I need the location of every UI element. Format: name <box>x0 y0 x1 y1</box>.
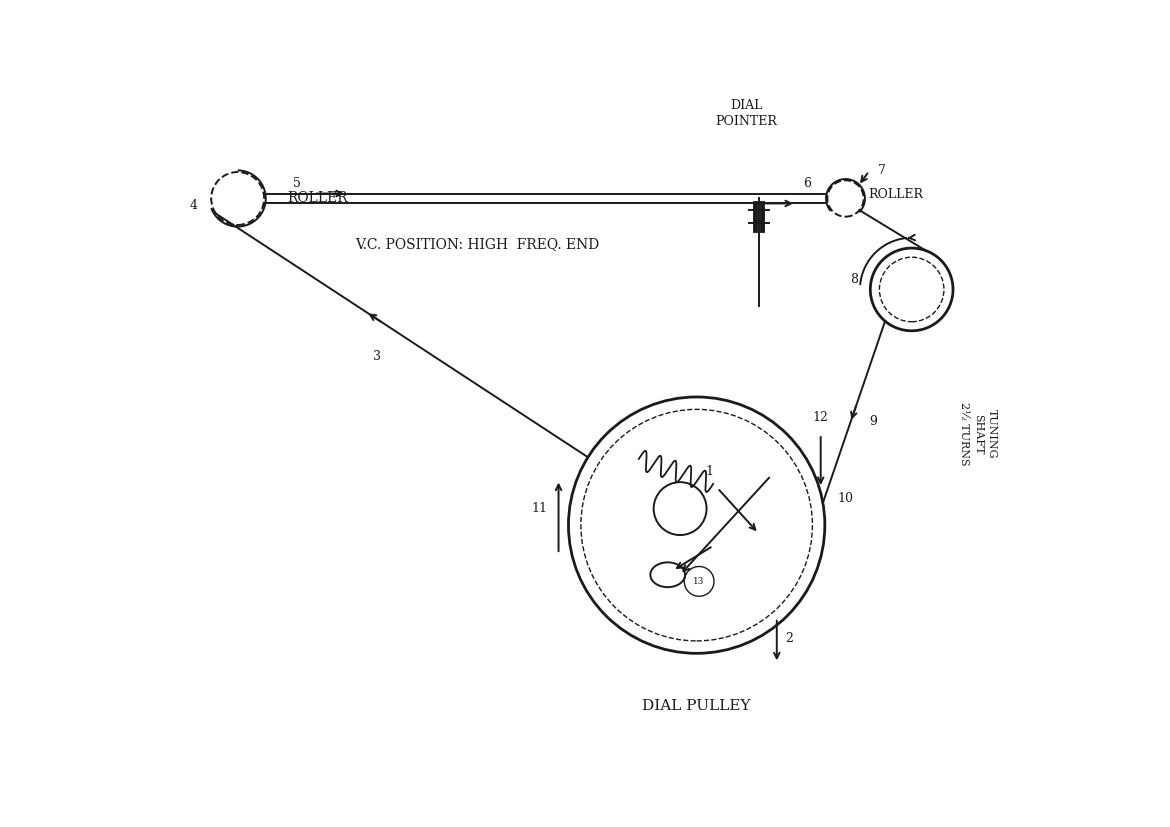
Text: 5: 5 <box>294 177 301 190</box>
Text: 9: 9 <box>869 414 878 428</box>
Text: 3: 3 <box>373 350 381 362</box>
Text: 7: 7 <box>878 164 886 177</box>
Text: 6: 6 <box>803 177 811 190</box>
Text: DIAL PULLEY: DIAL PULLEY <box>642 699 751 713</box>
Text: TUNING
SHAFT
2½ TURNS: TUNING SHAFT 2½ TURNS <box>959 403 997 466</box>
Text: 1: 1 <box>706 465 713 478</box>
Text: 10: 10 <box>838 492 854 505</box>
Text: DIAL
POINTER: DIAL POINTER <box>715 99 777 128</box>
Text: 11: 11 <box>532 502 548 515</box>
Text: V.C. POSITION: HIGH  FREQ. END: V.C. POSITION: HIGH FREQ. END <box>356 237 599 251</box>
Text: 13: 13 <box>694 577 704 586</box>
Text: ROLLER: ROLLER <box>288 191 347 204</box>
Text: 4: 4 <box>190 198 198 212</box>
Text: 8: 8 <box>849 273 858 286</box>
Text: 12: 12 <box>813 411 828 424</box>
Text: 2: 2 <box>785 632 793 645</box>
Text: ROLLER: ROLLER <box>868 188 923 201</box>
